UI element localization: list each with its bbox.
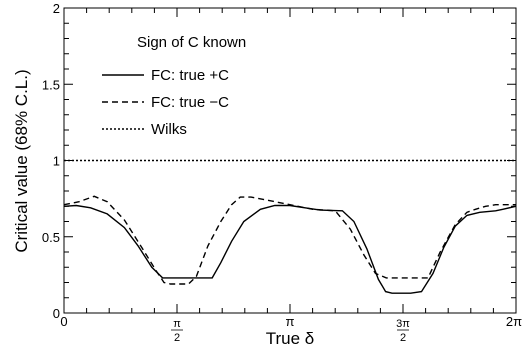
legend: Sign of C known FC: true +C FC: true −C Wi… (102, 34, 246, 138)
x-tick-fraction-label: 3π2 (396, 318, 410, 344)
x-tick-label: 2π (506, 314, 522, 329)
x-tick-denominator: 2 (174, 332, 180, 344)
y-axis-title: Critical value (68% C.L.) (12, 69, 31, 252)
x-tick-label: 0 (60, 314, 67, 329)
x-tick-label: π (286, 314, 295, 329)
y-tick-label: 2 (53, 1, 60, 16)
legend-label: FC: true +C (151, 67, 229, 84)
legend-label: FC: true −C (151, 94, 229, 111)
legend-title: Sign of C known (137, 34, 246, 51)
plot-lines (63, 159, 516, 294)
y-tick-label: 0.5 (42, 230, 60, 245)
y-tick-label: 1 (53, 154, 60, 169)
x-tick-fraction-label: π2 (171, 318, 183, 344)
series-line-solid (63, 204, 516, 294)
x-tick-numerator: 3π (396, 318, 410, 330)
x-tick-numerator: π (173, 318, 181, 330)
x-axis-title: True δ (266, 329, 315, 348)
x-tick-denominator: 2 (400, 332, 406, 344)
series-line-dashed (63, 195, 516, 285)
y-tick-label: 0 (53, 306, 60, 321)
legend-entries: FC: true +C FC: true −C Wilks (102, 67, 229, 138)
y-tick-label: 1.5 (42, 77, 60, 92)
axis-ticks (63, 7, 517, 314)
legend-label: Wilks (151, 121, 187, 138)
